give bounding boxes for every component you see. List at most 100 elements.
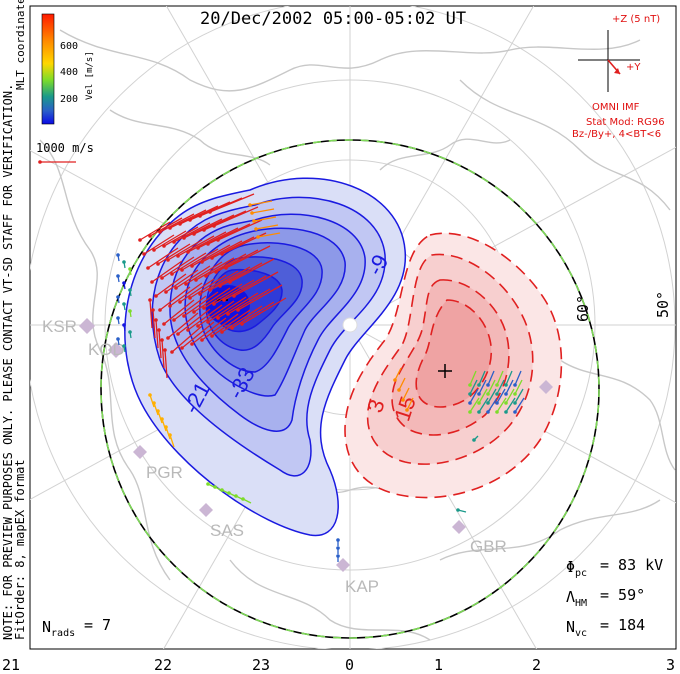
velocity-vector-origin bbox=[182, 236, 186, 240]
mlt-tick-2: 2 bbox=[532, 656, 541, 674]
velocity-vector bbox=[147, 247, 179, 269]
velocity-vector bbox=[496, 388, 506, 404]
velocity-vector-origin bbox=[472, 438, 476, 442]
velocity-vector-origin bbox=[128, 267, 132, 271]
velocity-vector-origin bbox=[504, 383, 508, 387]
velocity-vector bbox=[207, 296, 247, 323]
station-marker-kap bbox=[336, 558, 350, 572]
velocity-vector bbox=[505, 397, 516, 413]
velocity-vector bbox=[496, 379, 505, 395]
velocity-vector-origin bbox=[495, 410, 499, 414]
velocity-vector-origin bbox=[504, 392, 508, 396]
velocity-vector-origin bbox=[232, 294, 236, 298]
velocity-vector-origin bbox=[148, 234, 152, 238]
velocity-vector bbox=[185, 261, 223, 285]
velocity-vector bbox=[173, 222, 211, 243]
velocity-vector bbox=[163, 299, 195, 325]
velocity-vector-origin bbox=[148, 298, 152, 302]
velocity-vector bbox=[487, 397, 498, 413]
velocity-vector bbox=[225, 245, 271, 269]
station-marker-kod bbox=[108, 342, 124, 358]
velocity-vector bbox=[487, 388, 497, 404]
imf-source: OMNI IMF bbox=[592, 102, 640, 113]
velocity-vector-origin bbox=[495, 392, 499, 396]
velocity-vector bbox=[213, 279, 255, 305]
velocity-vector bbox=[231, 301, 275, 329]
imf-indicator: +Z (5 nT) +Y OMNI IMF Stat Mod: RG96 Bz-… bbox=[572, 14, 665, 140]
velocity-vector bbox=[209, 266, 251, 291]
velocity-vector-origin bbox=[122, 302, 126, 306]
geomagnetic-pole-marker bbox=[342, 317, 358, 333]
velocity-vector-origin bbox=[513, 410, 517, 414]
velocity-vector bbox=[478, 379, 487, 395]
velocity-vector-origin bbox=[128, 330, 132, 334]
velocity-vector-origin bbox=[212, 224, 216, 228]
velocity-vector-origin bbox=[142, 252, 146, 256]
velocity-vector-origin bbox=[158, 230, 162, 234]
velocity-vector-origin bbox=[198, 292, 202, 296]
velocity-vector-origin bbox=[206, 482, 210, 486]
velocity-vector-origin bbox=[178, 300, 182, 304]
velocity-vector-origin bbox=[154, 318, 158, 322]
fit-order-note: FitOrder: 8, mapEX format bbox=[13, 459, 27, 640]
velocity-vector-origin bbox=[200, 338, 204, 342]
hm-boundary-green bbox=[100, 139, 600, 639]
negative-convection-cell bbox=[124, 177, 406, 537]
velocity-vector-origin bbox=[513, 392, 517, 396]
velocity-vector-origin bbox=[151, 308, 155, 312]
velocity-vector-origin bbox=[170, 272, 174, 276]
velocity-vector-origin bbox=[116, 337, 120, 341]
velocity-vector bbox=[227, 288, 271, 315]
velocity-vector bbox=[155, 319, 159, 349]
velocity-vector-origin bbox=[202, 228, 206, 232]
imf-vector-arrowhead bbox=[614, 68, 620, 74]
velocity-vector bbox=[514, 397, 525, 413]
velocity-vector bbox=[209, 193, 255, 213]
velocity-vector bbox=[514, 388, 524, 404]
velocity-vector bbox=[161, 418, 167, 432]
velocity-vector bbox=[167, 312, 199, 339]
velocity-vector-origin bbox=[122, 323, 126, 327]
velocity-vector bbox=[153, 402, 159, 416]
velocity-vector-origin bbox=[210, 256, 214, 260]
velocity-vector-origin bbox=[162, 322, 166, 326]
velocity-vector-origin bbox=[241, 497, 245, 501]
velocity-colorbar bbox=[41, 13, 55, 125]
velocity-vector-origin bbox=[157, 328, 161, 332]
radar-stations: KSR KOD PGR SAS KAP GBR bbox=[42, 317, 553, 596]
velocity-vector-origin bbox=[228, 280, 232, 284]
velocity-vector bbox=[183, 291, 219, 317]
latitude-label-50: 50° bbox=[654, 291, 672, 318]
velocity-vector-origin bbox=[152, 401, 156, 405]
velocity-vector bbox=[153, 230, 187, 251]
velocity-vector bbox=[205, 253, 247, 277]
velocity-vector bbox=[257, 232, 281, 238]
velocity-vector bbox=[177, 308, 211, 335]
velocity-vector bbox=[241, 297, 287, 325]
mlt-axis: 21 22 23 0 1 2 3 bbox=[2, 656, 675, 674]
velocity-vector-origin bbox=[218, 284, 222, 288]
velocity-vector-origin bbox=[176, 332, 180, 336]
velocity-vector-origin bbox=[168, 226, 172, 230]
velocity-vector-origin bbox=[477, 401, 481, 405]
velocity-vector bbox=[152, 309, 156, 339]
velocity-vector-origin bbox=[477, 392, 481, 396]
velocity-vector bbox=[505, 370, 513, 386]
velocity-vector-origin bbox=[192, 310, 196, 314]
station-label-gbr: GBR bbox=[470, 537, 507, 556]
velocity-vector bbox=[255, 224, 279, 230]
velocity-vector bbox=[469, 388, 479, 404]
velocity-vector bbox=[164, 349, 168, 379]
station-marker-sas bbox=[199, 503, 213, 517]
velocity-vector bbox=[155, 273, 187, 297]
mlt-tick-21: 21 bbox=[2, 656, 20, 674]
velocity-vector bbox=[187, 231, 227, 253]
scale-vector-label: 1000 m/s bbox=[36, 141, 94, 155]
imf-model: Stat Mod: RG96 bbox=[586, 117, 665, 128]
velocity-vector-origin bbox=[196, 246, 200, 250]
velocity-vector bbox=[217, 292, 259, 319]
velocity-vector bbox=[253, 216, 277, 222]
velocity-vector-origin bbox=[468, 392, 472, 396]
velocity-vector bbox=[211, 236, 255, 259]
velocity-vector-origin bbox=[477, 410, 481, 414]
